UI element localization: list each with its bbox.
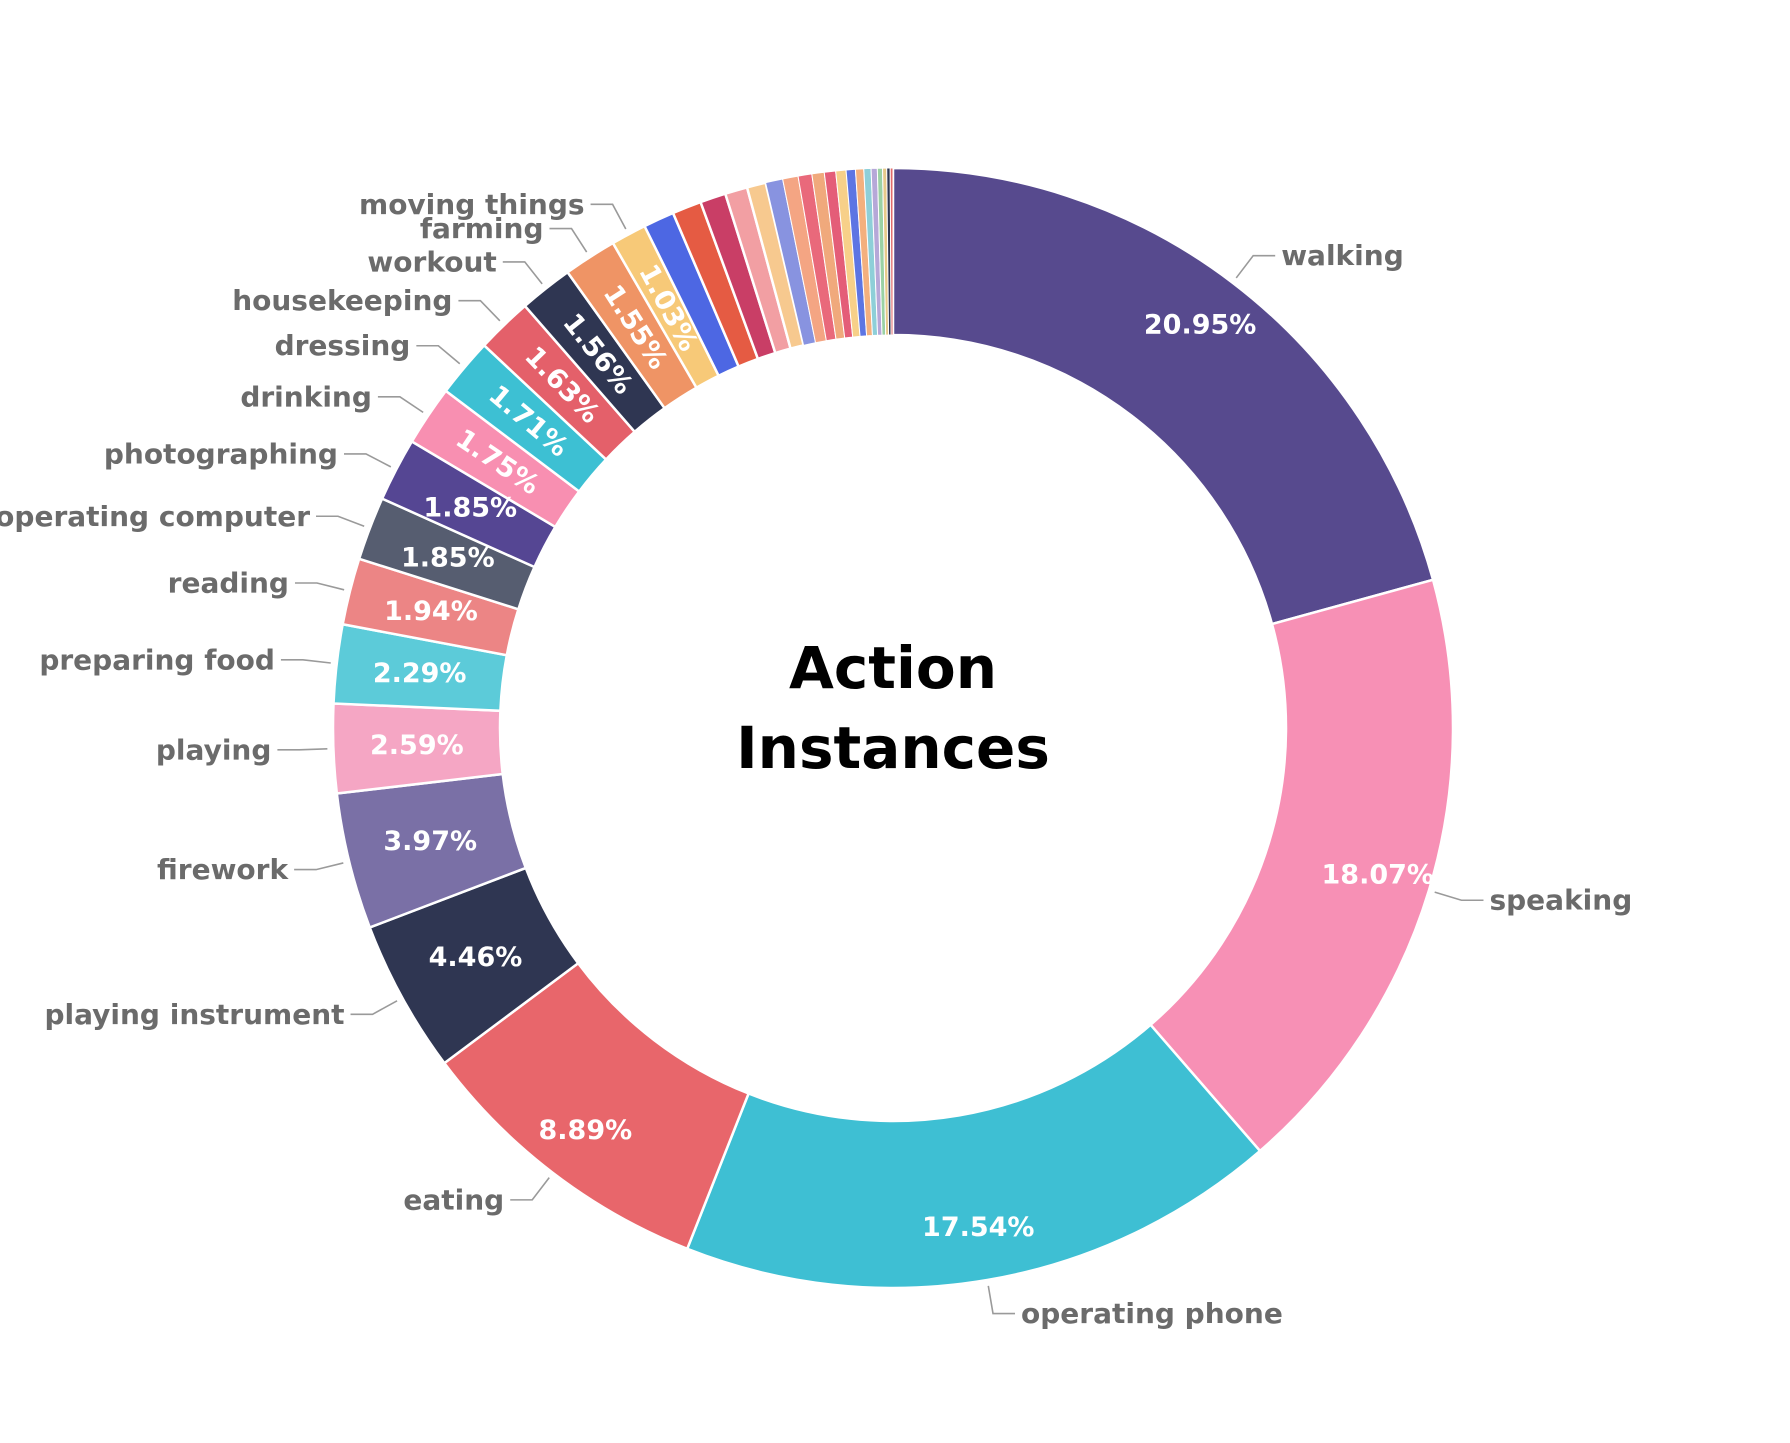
category-label-operating-phone: operating phone bbox=[1021, 1297, 1283, 1330]
leader-line-moving-things bbox=[590, 203, 627, 230]
value-label-playing: 2.59% bbox=[370, 730, 464, 761]
category-label-firework: firework bbox=[157, 853, 289, 886]
value-label-reading: 1.94% bbox=[384, 596, 478, 627]
leader-line-walking bbox=[1235, 254, 1276, 279]
leader-line-eating bbox=[510, 1177, 550, 1201]
category-label-eating: eating bbox=[403, 1183, 504, 1216]
leader-line-drinking bbox=[377, 395, 424, 414]
value-label-operating-phone: 17.54% bbox=[922, 1212, 1034, 1243]
value-label-walking: 20.95% bbox=[1144, 310, 1256, 341]
category-label-moving-things: moving things bbox=[359, 188, 585, 221]
value-label-playing-instrument: 4.46% bbox=[429, 942, 523, 973]
category-label-dressing: dressing bbox=[275, 329, 411, 362]
leader-line-housekeeping bbox=[458, 299, 501, 322]
leader-lines-group bbox=[277, 203, 1484, 1315]
category-label-reading: reading bbox=[168, 566, 289, 599]
value-label-photographing: 1.85% bbox=[423, 493, 517, 524]
chart-title-line-1: Action bbox=[789, 634, 997, 702]
chart-title-line-2: Instances bbox=[736, 714, 1050, 782]
leader-line-playing-instrument bbox=[350, 1000, 398, 1016]
leader-line-preparing-food bbox=[280, 659, 331, 664]
leader-line-photographing bbox=[343, 453, 392, 468]
leader-line-playing bbox=[277, 747, 328, 751]
category-label-operating-computer: operating computer bbox=[0, 500, 310, 533]
value-label-eating: 8.89% bbox=[539, 1115, 633, 1146]
category-label-preparing-food: preparing food bbox=[39, 643, 275, 676]
leader-line-dressing bbox=[416, 344, 461, 365]
leader-line-operating-computer bbox=[316, 515, 365, 527]
slice-walking bbox=[891, 166, 1435, 626]
category-label-photographing: photographing bbox=[104, 437, 338, 470]
category-labels-group: walking speaking operating phone eating play… bbox=[0, 188, 1632, 1330]
category-label-speaking: speaking bbox=[1489, 884, 1632, 917]
slice-speaking bbox=[1148, 578, 1455, 1153]
leader-line-farming bbox=[549, 227, 588, 253]
value-label-operating-computer: 1.85% bbox=[401, 543, 495, 574]
leader-line-operating-phone bbox=[987, 1285, 1016, 1315]
category-label-drinking: drinking bbox=[240, 380, 372, 413]
category-label-workout: workout bbox=[367, 245, 496, 278]
category-label-playing-instrument: playing instrument bbox=[44, 998, 344, 1031]
leader-line-firework bbox=[294, 862, 344, 871]
value-label-speaking: 18.07% bbox=[1322, 859, 1434, 890]
value-label-firework: 3.97% bbox=[383, 826, 477, 857]
value-label-preparing-food: 2.29% bbox=[373, 658, 467, 689]
slice-minor-35 bbox=[889, 167, 894, 336]
category-label-playing: playing bbox=[156, 733, 272, 766]
category-label-farming: farming bbox=[420, 212, 544, 245]
leader-line-speaking bbox=[1434, 891, 1484, 902]
leader-line-workout bbox=[502, 261, 543, 285]
leader-line-reading bbox=[294, 582, 345, 591]
category-label-housekeeping: housekeeping bbox=[232, 284, 452, 317]
slices-group bbox=[331, 166, 1455, 1290]
category-label-walking: walking bbox=[1281, 239, 1404, 272]
slice-operating-phone bbox=[685, 1023, 1262, 1290]
